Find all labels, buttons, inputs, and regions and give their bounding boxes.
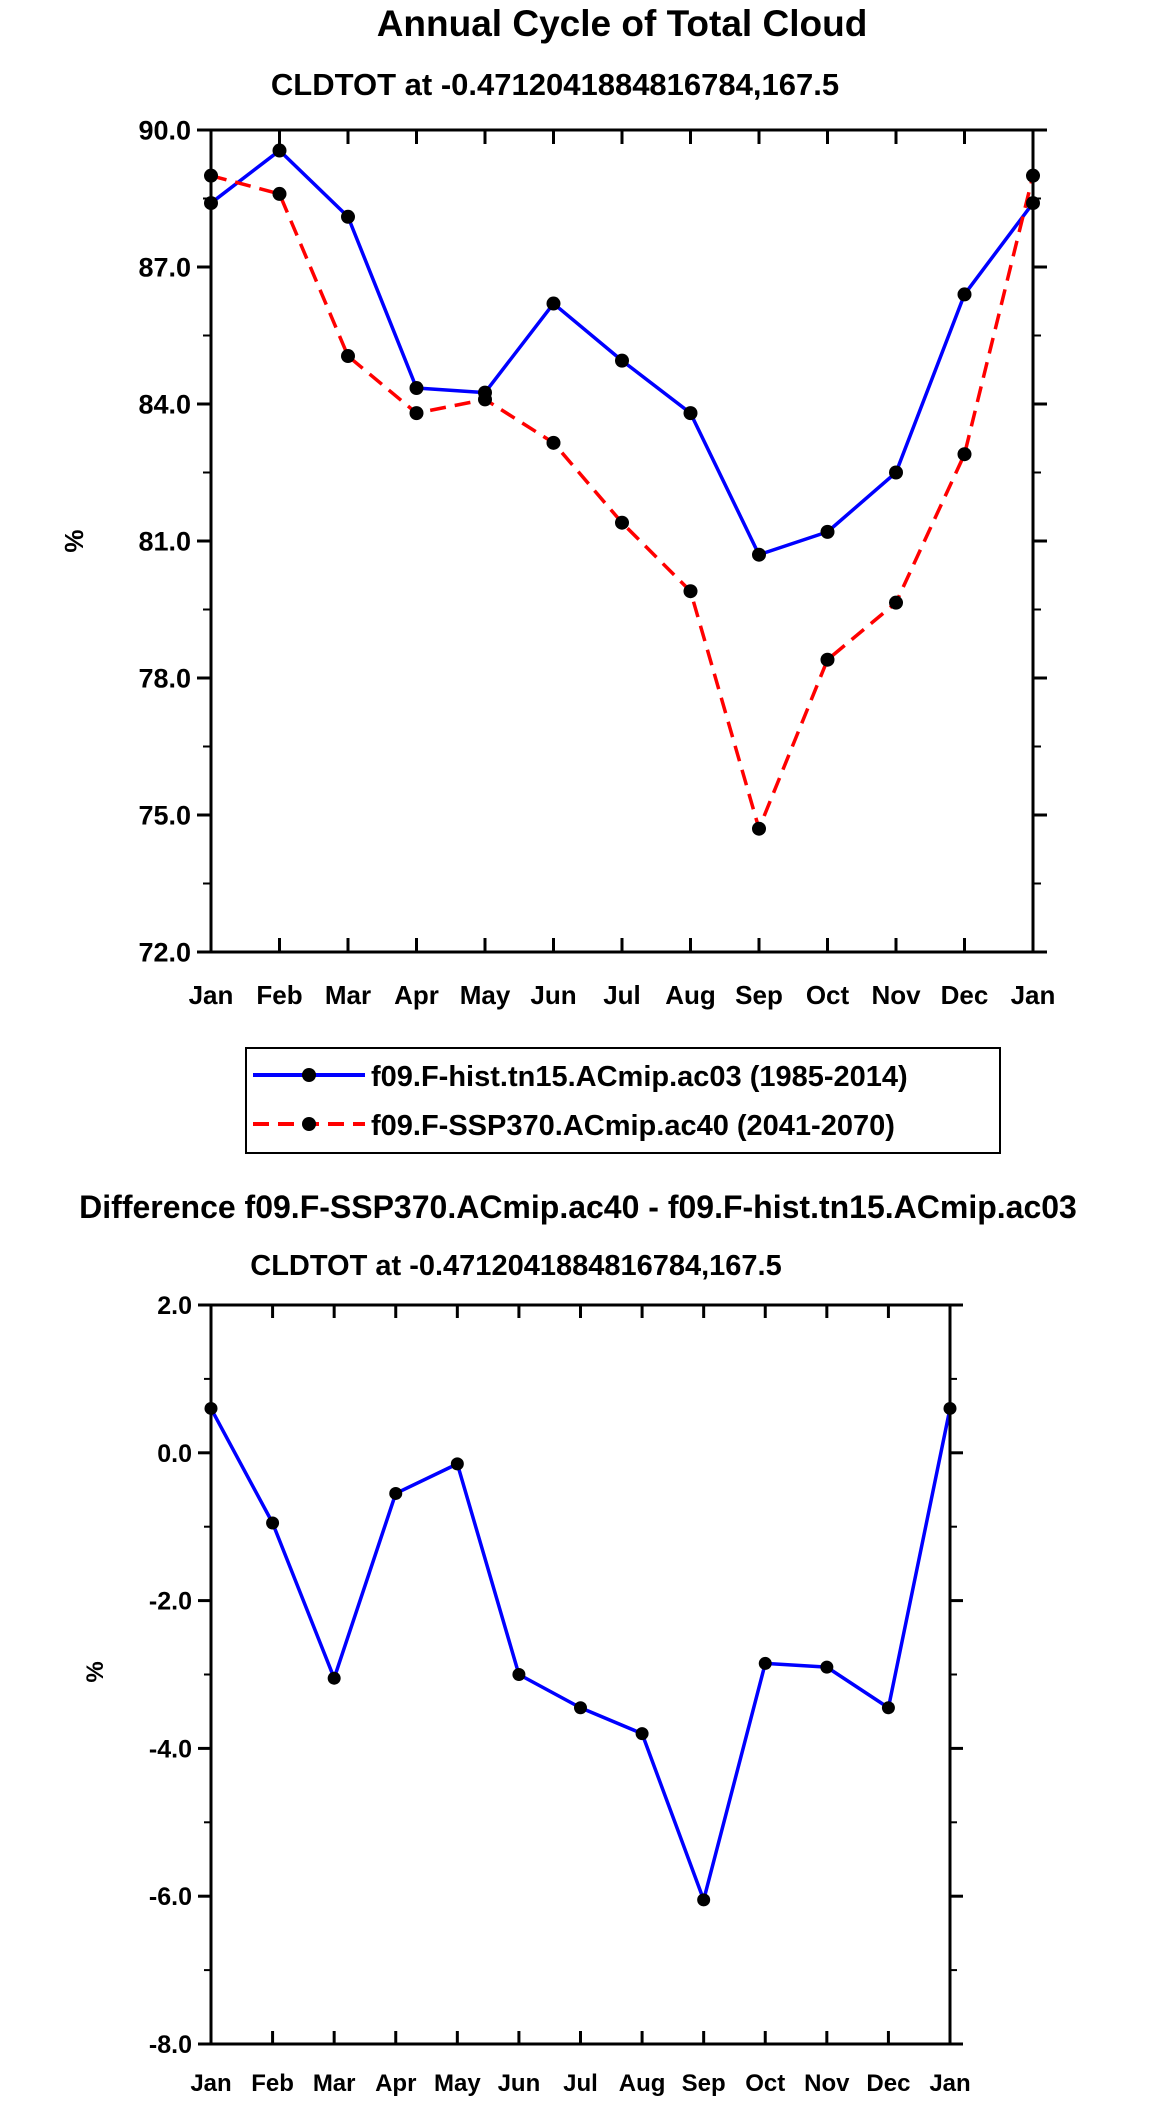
chart2-xtick-label: Feb	[251, 2070, 294, 2097]
difference-chart: Difference f09.F-SSP370.ACmip.ac40 - f09…	[79, 1189, 1077, 2097]
chart2-subtitle: CLDTOT at -0.4712041884816784,167.5	[250, 1250, 782, 1282]
chart1-series	[204, 143, 1040, 836]
chart2-series-point-0	[450, 1457, 464, 1471]
chart2-series	[204, 1401, 957, 1907]
chart1-ytick-label: 72.0	[138, 938, 191, 968]
chart1-series-point-1	[683, 584, 698, 599]
chart1-series-point-0	[957, 287, 972, 302]
chart1-ytick-label: 84.0	[138, 390, 191, 420]
chart1-series-point-0	[683, 406, 698, 421]
chart1-xtick-label: May	[460, 980, 511, 1010]
chart1-ytick-label: 75.0	[138, 801, 191, 831]
chart2-series-line-0	[209, 1407, 952, 1902]
chart1-series-point-0	[752, 547, 766, 562]
chart2-series-point-0	[266, 1516, 280, 1530]
chart2-ylabel: %	[82, 1661, 109, 1682]
chart1-series-point-0	[889, 465, 903, 480]
chart1-series-point-1	[478, 392, 492, 407]
chart1-xtick-label: Feb	[256, 980, 302, 1010]
chart2-series-point-0	[574, 1701, 587, 1715]
legend-label-ssp: f09.F-SSP370.ACmip.ac40 (2041-2070)	[371, 1110, 895, 1142]
chart1-xtick-label: Apr	[394, 980, 439, 1010]
chart2-ytick-label: -2.0	[149, 1588, 192, 1616]
chart2-xtick-label: Apr	[375, 2070, 416, 2097]
chart1-frame	[209, 128, 1035, 954]
legend-marker-hist	[302, 1068, 316, 1082]
chart1-xtick-label: Aug	[665, 980, 716, 1010]
chart1-ytick-label: 81.0	[138, 527, 191, 557]
chart1-xtick-label: Dec	[941, 980, 989, 1010]
chart1-series-point-0	[409, 381, 424, 396]
chart1-xtick-label: Nov	[871, 980, 921, 1010]
chart1-series-point-1	[820, 652, 835, 667]
chart1-xtick-label: Oct	[806, 980, 850, 1010]
chart2-series-point-0	[635, 1727, 649, 1741]
chart2-frame	[209, 1303, 952, 2046]
chart1-ytick-label: 90.0	[138, 116, 191, 146]
chart2-xtick-label: Dec	[866, 2070, 910, 2097]
chart1-xtick-label: Sep	[735, 980, 783, 1010]
chart1-series-point-1	[272, 186, 287, 201]
chart2-series-point-0	[389, 1486, 403, 1500]
chart2-xtick-label: Nov	[804, 2070, 850, 2097]
chart1-subtitle: CLDTOT at -0.4712041884816784,167.5	[271, 67, 839, 102]
chart1-title: Annual Cycle of Total Cloud	[377, 3, 868, 44]
chart1-series-point-0	[341, 209, 355, 224]
chart1-ytick-label: 87.0	[138, 253, 191, 283]
legend-label-hist: f09.F-hist.tn15.ACmip.ac03 (1985-2014)	[371, 1061, 908, 1093]
chart1-xtick-label: Jul	[603, 980, 641, 1010]
chart2-ytick-label: 2.0	[157, 1292, 192, 1320]
chart2-xtick-label: Sep	[682, 2070, 726, 2097]
chart2-xtick-label: Mar	[313, 2070, 356, 2097]
chart1-series-point-1	[615, 515, 629, 530]
chart1-series-line-0	[209, 148, 1035, 557]
chart1-series-point-0	[546, 296, 561, 311]
chart1-ytick-label: 78.0	[138, 664, 191, 694]
chart1-series-point-0	[615, 353, 629, 368]
chart1-ticks: Jan Feb Mar Apr May Jun Jul Aug Sep Oct Nov Dec Jan 7…	[138, 116, 1055, 1010]
chart2-xtick-label: Jan	[190, 2070, 231, 2097]
chart1-series-line-1	[210, 173, 1035, 831]
chart2-ytick-label: -4.0	[149, 1735, 192, 1763]
chart1-xtick-label: Jan	[189, 980, 234, 1010]
chart1-ylabel: %	[59, 529, 89, 552]
chart2-xtick-label: May	[434, 2070, 481, 2097]
chart1-legend: f09.F-hist.tn15.ACmip.ac03 (1985-2014) f…	[245, 1047, 1001, 1154]
chart1-series-point-1	[752, 821, 766, 836]
chart1-series-point-1	[409, 406, 424, 421]
chart2-series-point-0	[327, 1671, 341, 1685]
chart2-series-point-0	[697, 1893, 711, 1907]
chart1-series-point-0	[820, 524, 835, 539]
chart1-xtick-label: Jun	[530, 980, 576, 1010]
chart2-xtick-label: Jul	[563, 2070, 598, 2097]
chart2-title: Difference f09.F-SSP370.ACmip.ac40 - f09…	[79, 1189, 1077, 1225]
chart2-xtick-label: Aug	[619, 2070, 666, 2097]
chart2-series-point-0	[512, 1668, 526, 1681]
annual-cycle-chart: Annual Cycle of Total Cloud CLDTOT at -0…	[59, 3, 1055, 1154]
chart2-xtick-label: Jan	[929, 2070, 970, 2097]
chart1-series-point-1	[546, 435, 561, 450]
chart2-ytick-label: 0.0	[157, 1440, 192, 1468]
chart1-series-point-1	[957, 447, 972, 462]
chart1-xtick-label: Jan	[1011, 980, 1056, 1010]
chart1-series-point-1	[341, 349, 355, 364]
legend-marker-ssp	[302, 1117, 316, 1131]
chart1-series-point-0	[272, 143, 287, 158]
chart2-series-point-0	[758, 1656, 772, 1670]
chart2-series-point-0	[820, 1660, 834, 1674]
chart2-xtick-label: Jun	[498, 2070, 541, 2097]
chart2-ytick-label: -8.0	[149, 2031, 192, 2059]
chart2-xtick-label: Oct	[745, 2070, 785, 2097]
chart1-xtick-label: Mar	[325, 980, 371, 1010]
chart2-series-point-0	[881, 1701, 895, 1715]
chart2-ytick-label: -6.0	[149, 1883, 192, 1911]
chart2-ticks: Jan Feb Mar Apr May Jun Jul Aug Sep Oct Nov Dec Jan -…	[149, 1292, 971, 2097]
legend-box	[245, 1047, 1001, 1154]
chart1-series-point-1	[889, 595, 903, 610]
